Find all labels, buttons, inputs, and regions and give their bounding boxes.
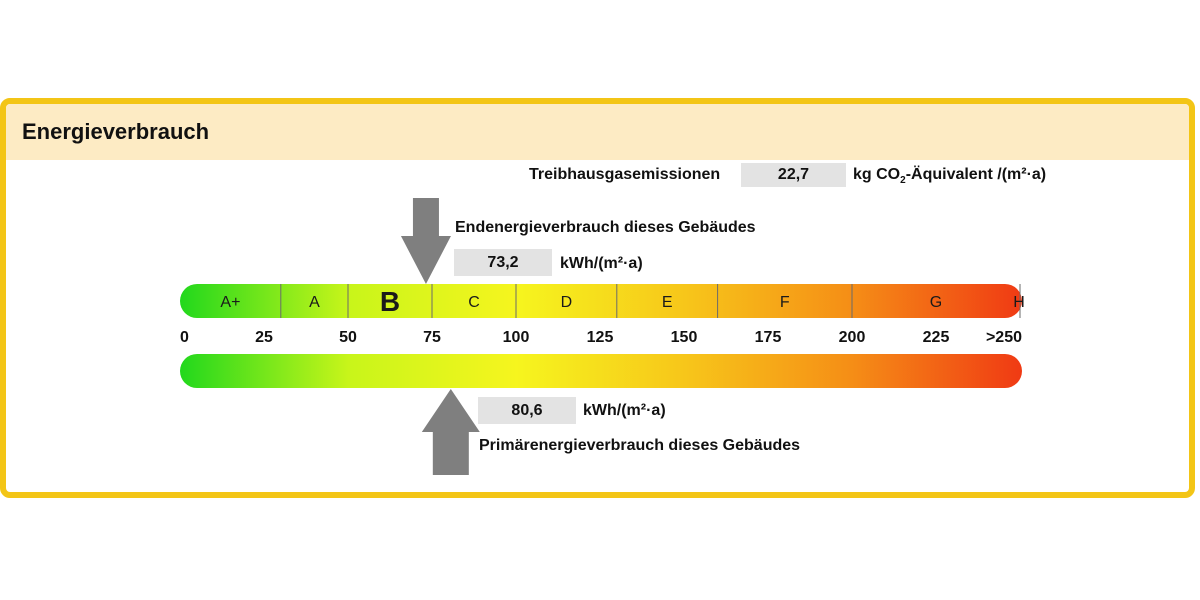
end-energy-unit: kWh/(m²·a) — [560, 255, 643, 272]
card-title: Energieverbrauch — [22, 119, 210, 144]
emissions-unit: kg CO2-Äquivalent /(m²·a) — [853, 166, 1046, 186]
class-label-f: F — [780, 294, 790, 311]
class-label-h: H — [1013, 294, 1025, 311]
class-bar-background — [180, 284, 1022, 318]
class-label-aplus: A+ — [220, 294, 240, 311]
end-energy-arrow — [400, 198, 451, 284]
tick-label: 125 — [587, 329, 614, 346]
emissions-unit-prefix: kg CO — [853, 166, 901, 183]
end-energy-label: Endenergieverbrauch dieses Gebäudes — [455, 219, 756, 236]
primary-energy-arrow — [421, 389, 480, 475]
class-label-g: G — [930, 294, 942, 311]
tick-label: >250 — [986, 329, 1022, 346]
class-bar: A+ A B C D E F G H — [180, 284, 1025, 318]
primary-energy-unit: kWh/(m²·a) — [583, 402, 666, 419]
class-label-d: D — [561, 294, 573, 311]
primary-energy-value: 80,6 — [478, 397, 576, 424]
tick-label: 25 — [255, 329, 273, 346]
class-label-c: C — [468, 294, 480, 311]
emissions-unit-suffix: -Äquivalent /(m²·a) — [905, 166, 1047, 183]
emissions-label: Treibhausgasemissionen — [529, 166, 721, 183]
tick-labels: 0 25 50 75 100 125 150 175 200 225 >250 — [180, 329, 1022, 346]
gradient-scale-bar — [180, 354, 1022, 388]
class-label-e: E — [662, 294, 673, 311]
tick-label: 0 — [180, 329, 189, 346]
end-energy-value: 73,2 — [454, 249, 552, 276]
class-label-a: A — [309, 294, 320, 311]
tick-label: 50 — [339, 329, 357, 346]
emissions-unit-sub: 2 — [900, 175, 906, 187]
tick-label: 150 — [671, 329, 698, 346]
tick-label: 225 — [923, 329, 950, 346]
gradient-bar — [180, 354, 1022, 388]
class-label-b: B — [380, 286, 400, 317]
emissions-value: 22,7 — [741, 163, 846, 187]
primary-energy-label: Primärenergieverbrauch dieses Gebäudes — [479, 437, 801, 454]
tick-label: 75 — [423, 329, 441, 346]
tick-label: 100 — [503, 329, 530, 346]
tick-label: 200 — [839, 329, 866, 346]
tick-label: 175 — [755, 329, 782, 346]
card-header: Energieverbrauch — [6, 104, 1189, 160]
marker-arrows — [400, 198, 480, 475]
